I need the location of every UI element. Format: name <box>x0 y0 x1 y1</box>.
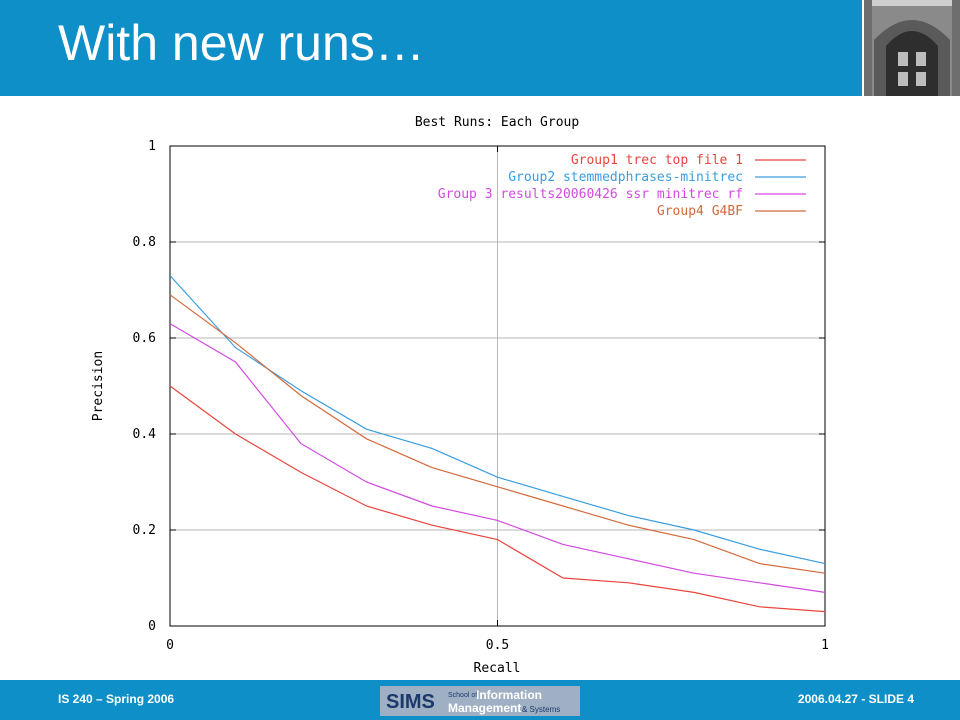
legend-label-3: Group 3 results20060426 ssr minitrec rf <box>438 187 743 202</box>
legend-label-1: Group1 trec top file 1 <box>571 153 743 168</box>
x-tick-label: 1 <box>821 638 829 653</box>
x-tick-label: 0.5 <box>486 638 509 653</box>
series-line-1 <box>169 385 826 613</box>
y-tick-label: 1 <box>148 139 156 154</box>
precision-recall-chart: Best Runs: Each Group 00.20.40.60.81 0 0.… <box>91 115 829 676</box>
y-tick-label: 0.4 <box>133 427 157 442</box>
y-tick-label: 0.6 <box>133 331 156 346</box>
legend: Group1 trec top file 1 Group2 stemmedphra… <box>438 153 806 219</box>
series-lines <box>169 275 826 613</box>
building-photo <box>864 0 960 96</box>
footer-slide-number: 2006.04.27 - SLIDE 4 <box>797 692 914 706</box>
logo-management: Management <box>448 701 521 715</box>
logo-sims-text: SIMS <box>386 691 435 713</box>
y-tick-label: 0 <box>148 619 156 634</box>
x-tick-label: 0 <box>166 638 174 653</box>
chart-title: Best Runs: Each Group <box>415 115 580 130</box>
logo-school-of: School of <box>448 692 477 699</box>
logo-and-systems: & Systems <box>522 705 560 714</box>
title-bar <box>0 0 862 96</box>
legend-label-4: Group4 G4BF <box>657 204 743 219</box>
slide-title: With new runs… <box>58 15 425 71</box>
y-tick-label: 0.2 <box>133 523 156 538</box>
sims-logo: SIMS School of Information Management & … <box>380 686 580 716</box>
footer-course: IS 240 – Spring 2006 <box>58 692 175 706</box>
legend-label-2: Group2 stemmedphrases-minitrec <box>508 170 743 185</box>
logo-information: Information <box>476 688 542 702</box>
series-line-3 <box>169 323 826 593</box>
y-axis-ticks: 0 0.2 0.4 0.6 0.8 1 <box>133 139 825 634</box>
x-axis-ticks: 0 0.5 1 <box>166 146 829 653</box>
grid-lines <box>170 146 825 626</box>
series-line-4 <box>169 294 826 574</box>
y-tick-label: 0.8 <box>133 235 156 250</box>
y-axis-label: Precision <box>91 351 106 421</box>
series-line-2 <box>169 275 826 565</box>
x-axis-label: Recall <box>474 661 521 676</box>
